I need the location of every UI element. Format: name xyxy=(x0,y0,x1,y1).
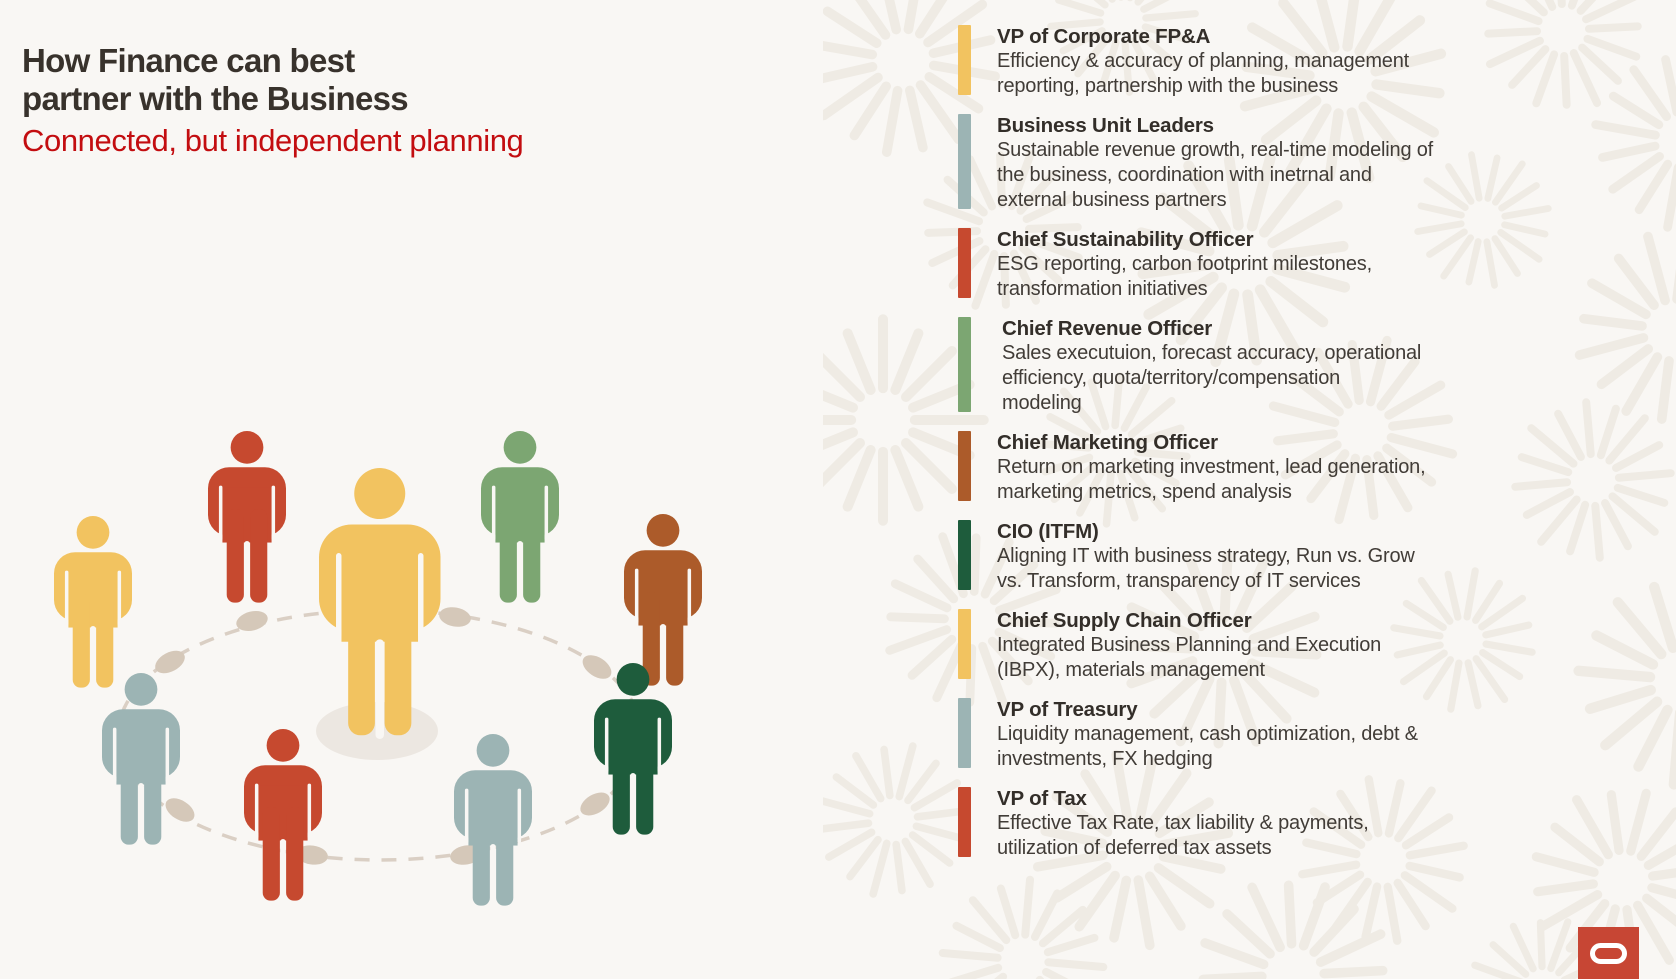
figure-upper-left-red xyxy=(208,431,286,605)
role-accent-bar xyxy=(958,698,971,768)
role-title: Chief Supply Chain Officer xyxy=(997,609,1252,632)
center-figure-shadow xyxy=(316,702,438,760)
role-description-line: Integrated Business Planning and Executi… xyxy=(997,634,1382,656)
role-description-line: transformation initiatives xyxy=(997,278,1208,300)
role-accent-bar xyxy=(958,228,971,298)
role-item-chief-sustainability-officer: Chief Sustainability Officer ESG reporti… xyxy=(958,227,1470,302)
role-item-chief-supply-chain-officer: Chief Supply Chain Officer Integrated Bu… xyxy=(958,608,1470,683)
role-description-line: Efficiency & accuracy of planning, manag… xyxy=(997,50,1409,72)
role-description-line: vs. Transform, transparency of IT servic… xyxy=(997,570,1361,592)
role-description-line: external business partners xyxy=(997,189,1227,211)
role-accent-bar xyxy=(958,431,971,501)
role-description-line: (IBPX), materials management xyxy=(997,659,1265,681)
role-title: Business Unit Leaders xyxy=(997,114,1214,137)
role-description-line: Aligning IT with business strategy, Run … xyxy=(997,545,1415,567)
figure-right-lower-dark-green xyxy=(594,663,672,837)
role-accent-bar xyxy=(958,317,971,412)
role-description-line: modeling xyxy=(1002,392,1082,414)
figure-left-yellow xyxy=(54,516,132,690)
role-description-line: Return on marketing investment, lead gen… xyxy=(997,456,1426,478)
figure-bottom-right-teal xyxy=(454,734,532,908)
role-item-cio-itfm: CIO (ITFM) Aligning IT with business str… xyxy=(958,519,1470,594)
role-item-vp-of-treasury: VP of Treasury Liquidity management, cas… xyxy=(958,697,1470,772)
connection-dashed-ellipse xyxy=(116,608,644,862)
role-item-business-unit-leaders: Business Unit Leaders Sustainable revenu… xyxy=(958,113,1470,213)
role-description-line: investments, FX hedging xyxy=(997,748,1213,770)
figure-center-yellow xyxy=(319,468,441,739)
role-description-line: reporting, partnership with the business xyxy=(997,75,1339,97)
role-item-vp-corporate-fpa: VP of Corporate FP&A Efficiency & accura… xyxy=(958,24,1470,99)
figure-left-lower-teal xyxy=(102,673,180,847)
slide-title-line1: How Finance can best xyxy=(22,42,355,79)
figure-upper-right-green xyxy=(481,431,559,605)
role-accent-bar xyxy=(958,609,971,679)
role-description-line: the business, coordination with inetrnal… xyxy=(997,164,1372,186)
role-title: VP of Corporate FP&A xyxy=(997,25,1211,48)
role-item-chief-revenue-officer: Chief Revenue Officer Sales executuion, … xyxy=(958,316,1470,416)
connection-beads xyxy=(155,607,612,865)
role-description-line: Liquidity management, cash optimization,… xyxy=(997,723,1418,745)
role-title: Chief Revenue Officer xyxy=(1002,317,1212,340)
role-accent-bar xyxy=(958,520,971,590)
slide-title: How Finance can best partner with the Bu… xyxy=(22,42,523,118)
slide-title-line2: partner with the Business xyxy=(22,80,409,117)
role-accent-bar xyxy=(958,25,971,95)
role-description-line: Effective Tax Rate, tax liability & paym… xyxy=(997,812,1369,834)
role-item-vp-of-tax: VP of Tax Effective Tax Rate, tax liabil… xyxy=(958,786,1470,861)
role-description-line: utilization of deferred tax assets xyxy=(997,837,1272,859)
role-title: VP of Treasury xyxy=(997,698,1138,721)
slide-subtitle: Connected, but independent planning xyxy=(22,123,524,158)
role-description-line: Sales executuion, forecast accuracy, ope… xyxy=(1002,342,1422,364)
oracle-logo xyxy=(1578,927,1639,979)
figure-bottom-red xyxy=(244,729,322,903)
role-description-line: marketing metrics, spend analysis xyxy=(997,481,1292,503)
slide-header: How Finance can best partner with the Bu… xyxy=(22,42,524,159)
figure-right-rust xyxy=(624,514,702,688)
role-accent-bar xyxy=(958,787,971,857)
role-description-line: Sustainable revenue growth, real-time mo… xyxy=(997,139,1434,161)
oracle-o-icon xyxy=(1590,942,1627,964)
role-accent-bar xyxy=(958,114,971,209)
role-item-chief-marketing-officer: Chief Marketing Officer Return on market… xyxy=(958,430,1470,505)
roles-panel: VP of Corporate FP&A Efficiency & accura… xyxy=(958,24,1470,861)
role-title: CIO (ITFM) xyxy=(997,520,1099,543)
role-title: Chief Marketing Officer xyxy=(997,431,1218,454)
role-description-line: efficiency, quota/territory/compensation xyxy=(1002,367,1341,389)
role-description-line: ESG reporting, carbon footprint mileston… xyxy=(997,253,1372,275)
role-title: VP of Tax xyxy=(997,787,1087,810)
role-title: Chief Sustainability Officer xyxy=(997,228,1254,251)
